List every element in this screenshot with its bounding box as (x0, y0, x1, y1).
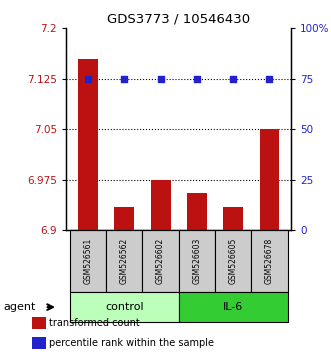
Bar (70, 230, 106, 292)
Text: GSM526561: GSM526561 (83, 238, 92, 284)
Text: GSM526562: GSM526562 (120, 238, 129, 284)
Point (85, 76, 91, 82)
Bar (70, 292, 179, 322)
Text: GSM526605: GSM526605 (229, 238, 238, 284)
Text: agent: agent (3, 302, 36, 312)
Bar (251, 230, 288, 292)
Bar (114, 207, 134, 230)
Bar (78, 59, 98, 230)
Text: GSM526603: GSM526603 (192, 238, 201, 284)
Text: IL-6: IL-6 (223, 302, 243, 312)
Bar (187, 193, 207, 230)
Bar (32, 317, 46, 329)
Point (267, 76, 272, 82)
Point (194, 76, 200, 82)
Bar (223, 207, 243, 230)
Text: transformed count: transformed count (49, 318, 140, 328)
Text: control: control (105, 302, 144, 312)
Point (231, 76, 236, 82)
Bar (32, 337, 46, 349)
Bar (179, 292, 288, 322)
Title: GDS3773 / 10546430: GDS3773 / 10546430 (107, 13, 250, 26)
Bar (142, 230, 179, 292)
Text: percentile rank within the sample: percentile rank within the sample (49, 338, 214, 348)
Text: GSM526602: GSM526602 (156, 238, 165, 284)
Point (158, 76, 163, 82)
Bar (260, 129, 279, 230)
Bar (151, 180, 170, 230)
Point (121, 76, 127, 82)
Text: GSM526678: GSM526678 (265, 238, 274, 284)
Bar (106, 230, 142, 292)
Bar (179, 230, 215, 292)
Bar (215, 230, 251, 292)
